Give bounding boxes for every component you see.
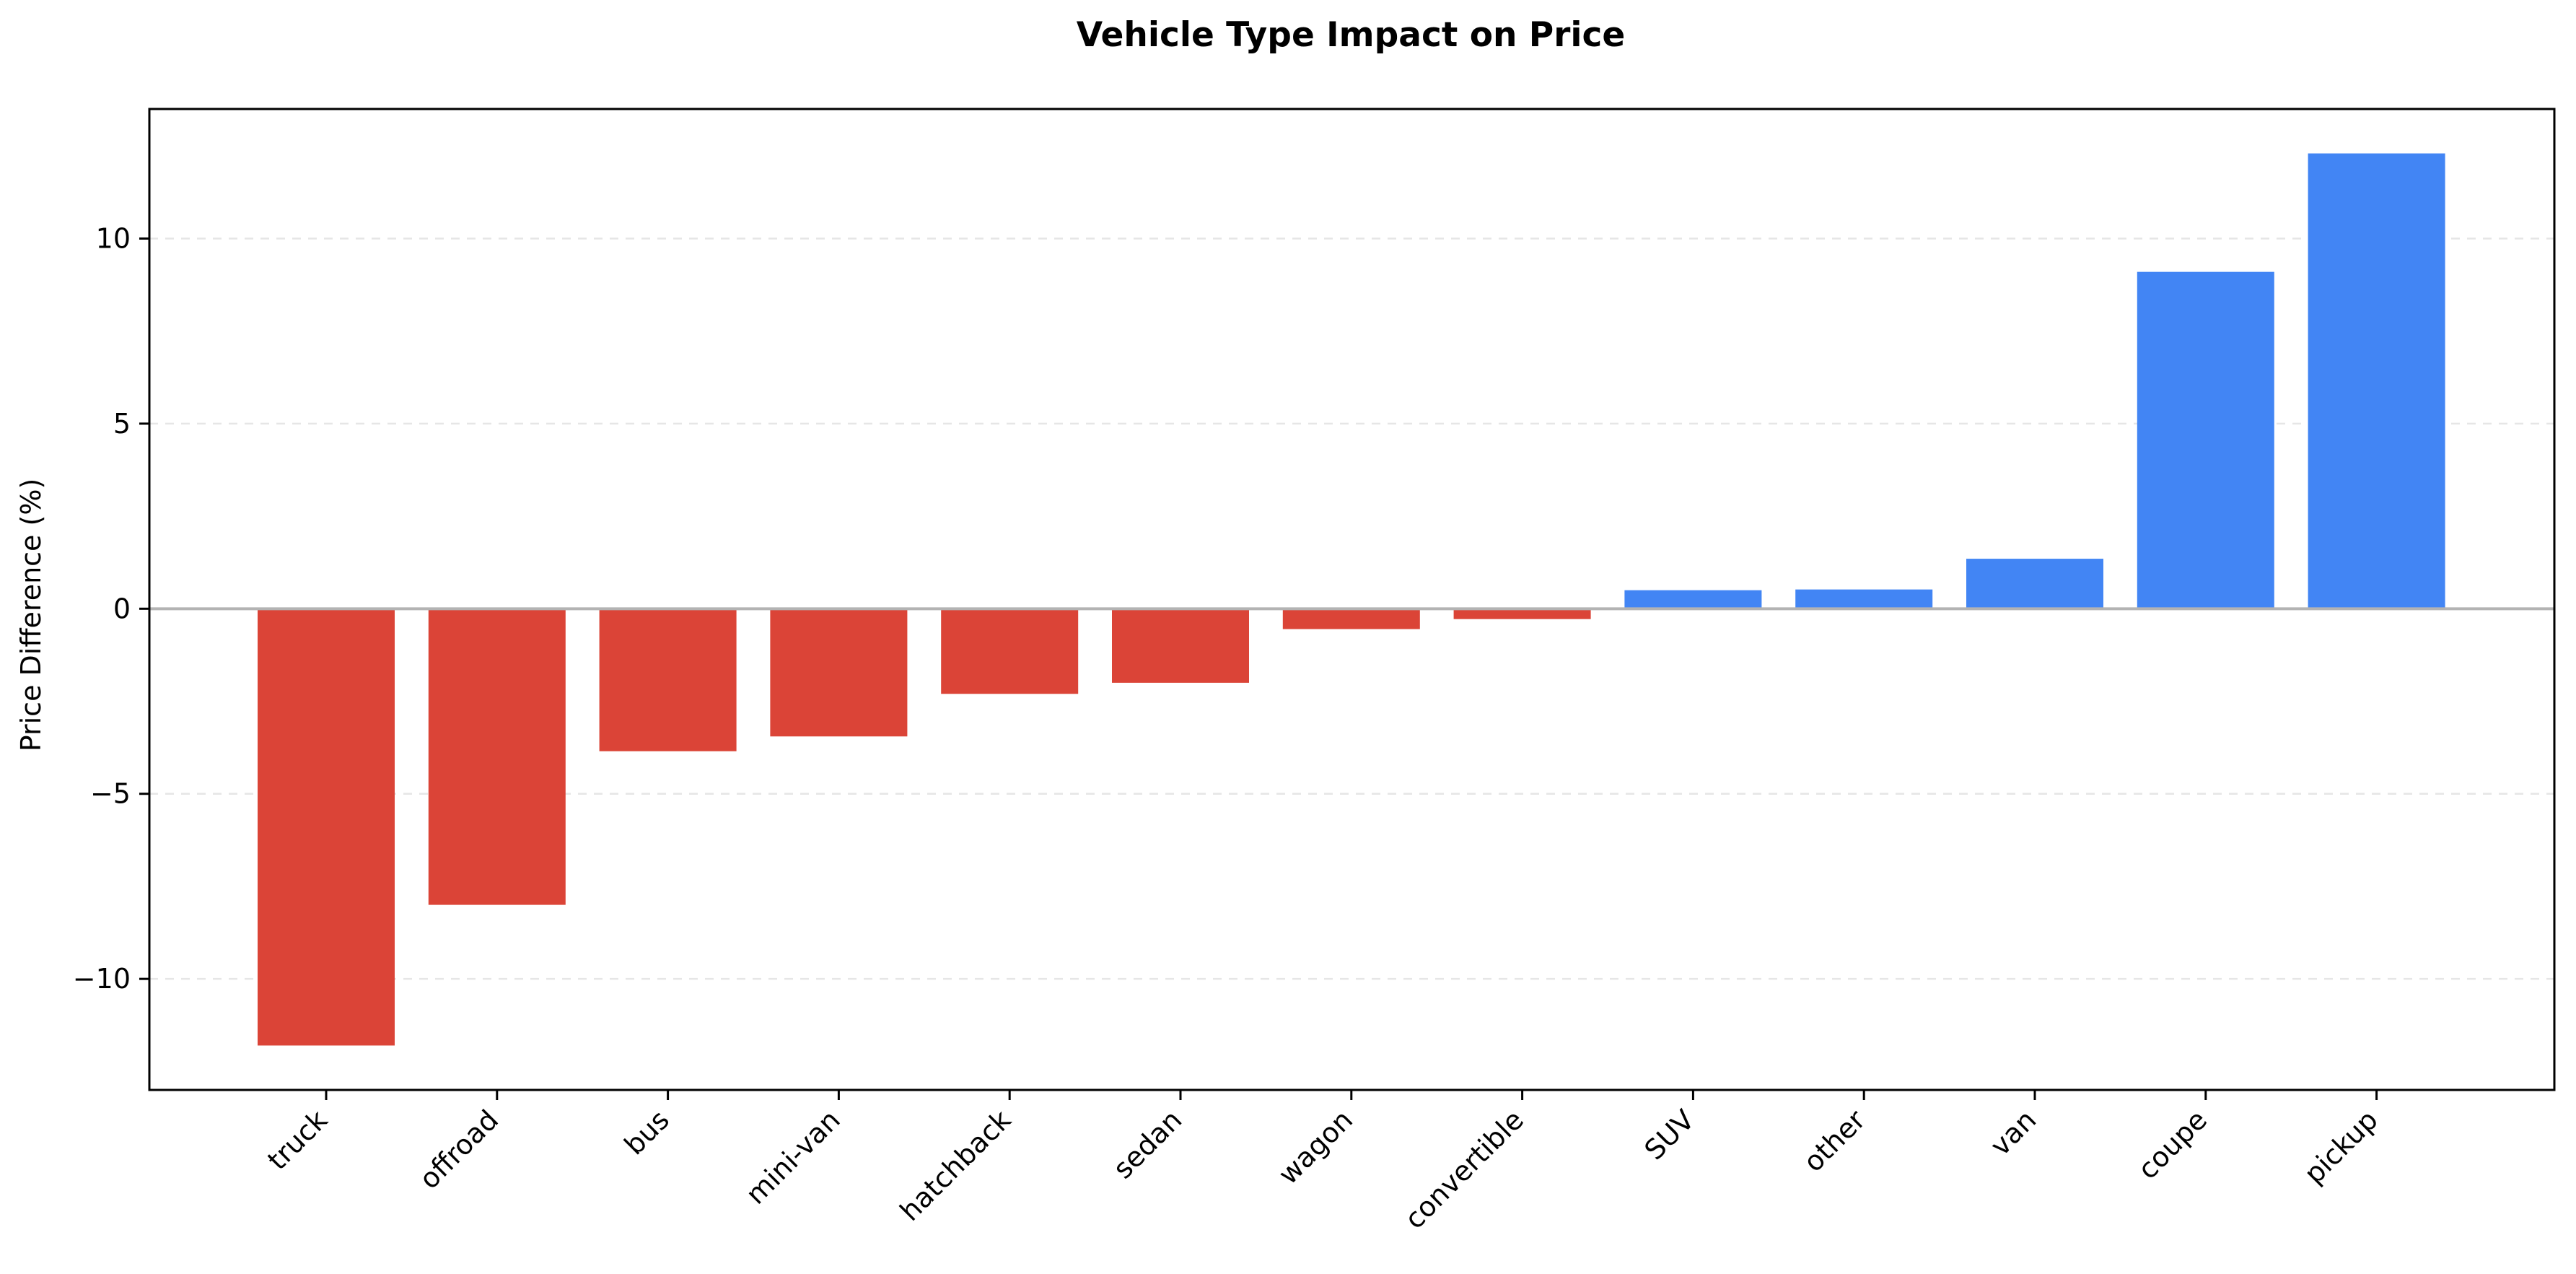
x-tick-label: bus [618, 1104, 675, 1161]
bar-sedan [1112, 608, 1249, 683]
x-tick-label: sedan [1107, 1104, 1188, 1184]
bar-truck [258, 608, 395, 1046]
bar-convertible [1453, 608, 1591, 619]
x-tick-label: pickup [2298, 1104, 2384, 1190]
chart-title: Vehicle Type Impact on Price [1077, 15, 1626, 55]
x-tick-label: convertible [1398, 1104, 1530, 1235]
x-tick-label: coupe [2132, 1104, 2213, 1185]
y-tick-label: 10 [96, 222, 131, 254]
x-tick-label: truck [261, 1104, 333, 1176]
y-tick-label: −5 [90, 778, 131, 810]
y-axis-label: Price Difference (%) [15, 479, 47, 752]
bar-offroad [428, 608, 566, 905]
bars [258, 153, 2445, 1046]
y-tick-label: 0 [113, 593, 131, 624]
x-tick-label: other [1797, 1104, 1872, 1178]
bar-coupe [2137, 271, 2274, 609]
bar-bus [599, 608, 737, 751]
x-tick-label: hatchback [894, 1104, 1017, 1227]
bar-pickup [2308, 153, 2445, 609]
bar-mini-van [770, 608, 908, 737]
bar-wagon [1282, 608, 1420, 629]
x-tick-label: mini-van [740, 1104, 846, 1210]
x-tick-label: SUV [1639, 1104, 1701, 1166]
y-tick-label: 5 [113, 408, 131, 440]
bar-hatchback [941, 608, 1079, 694]
x-axis-ticks: truck offroad bus mini-van hatchback sedan wag… [261, 1090, 2384, 1235]
x-tick-label: wagon [1272, 1104, 1359, 1190]
y-axis-ticks: −10 −5 0 5 10 [73, 222, 149, 995]
bar-other [1795, 589, 1933, 609]
bar-van [1966, 559, 2103, 609]
bar-suv [1624, 590, 1762, 609]
x-tick-label: van [1984, 1104, 2043, 1162]
x-tick-label: offroad [413, 1104, 504, 1195]
y-tick-label: −10 [73, 963, 131, 995]
